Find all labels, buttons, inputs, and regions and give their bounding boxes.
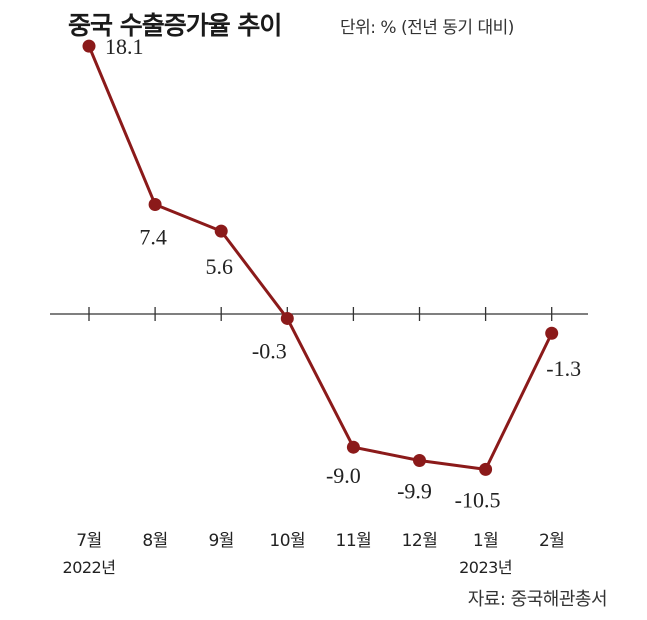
data-label: 7.4 — [139, 224, 167, 249]
x-tick-label: 9월 — [208, 531, 233, 551]
year-label: 2023년 — [459, 558, 512, 577]
data-label: 18.1 — [105, 34, 144, 59]
x-tick-label: 11월 — [336, 531, 372, 551]
chart-title: 중국 수출증가율 추이 — [68, 11, 282, 40]
data-label: -9.0 — [326, 463, 361, 488]
x-tick-label: 10월 — [269, 531, 305, 551]
data-label: 5.6 — [205, 254, 233, 279]
x-tick-label: 8월 — [142, 531, 167, 551]
data-label: -1.3 — [546, 356, 581, 381]
data-point — [479, 462, 493, 476]
x-tick-label: 7월 — [76, 531, 101, 551]
data-point — [346, 440, 360, 454]
data-point — [280, 311, 294, 325]
data-point — [545, 326, 559, 340]
data-point — [413, 454, 426, 468]
source-note: 자료: 중국해관총서 — [467, 589, 608, 610]
x-tick-label: 12월 — [402, 531, 438, 551]
data-point — [214, 224, 228, 238]
data-label: -9.9 — [397, 479, 432, 504]
x-tick-label: 2월 — [539, 531, 564, 551]
x-tick-label: 1월 — [473, 531, 498, 551]
data-label: -10.5 — [455, 487, 501, 512]
series-line — [87, 45, 554, 471]
unit-note: 단위: % (전년 동기 대비) — [340, 18, 514, 38]
data-point — [148, 197, 162, 211]
data-point — [82, 39, 96, 53]
year-label: 2022년 — [63, 558, 116, 577]
data-label: -0.3 — [252, 338, 287, 363]
